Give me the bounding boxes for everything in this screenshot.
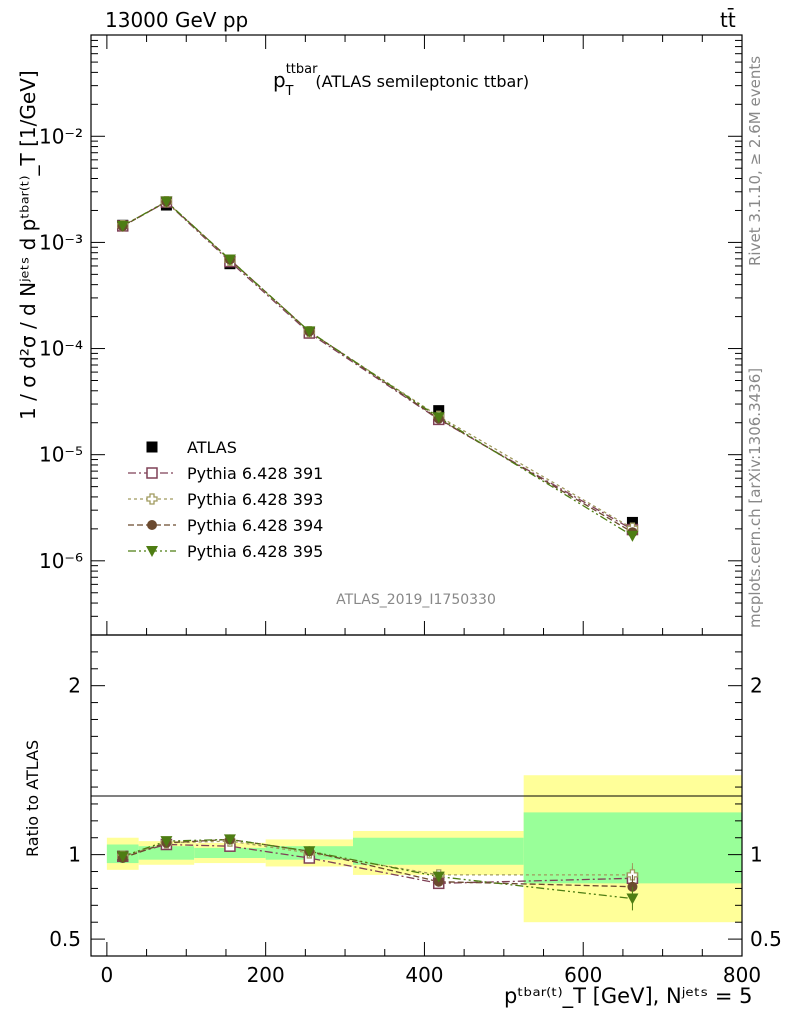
ratio-tick-label: 1 xyxy=(68,843,81,867)
plot-title-sup: ttbar xyxy=(286,62,318,77)
ratio-y-axis-label: Ratio to ATLAS xyxy=(23,739,42,857)
series-point-ratio xyxy=(626,893,639,905)
y-tick-label: 10⁻² xyxy=(39,124,83,148)
series-point-ratio xyxy=(626,869,639,881)
y-tick-label: 10⁻⁴ xyxy=(39,337,83,361)
ratio-tick-label: 2 xyxy=(68,674,81,698)
y-tick-label: 10⁻³ xyxy=(39,230,83,254)
plot-title-rest: (ATLAS semileptonic ttbar) xyxy=(315,72,529,91)
main-series-lines xyxy=(122,200,633,537)
ratio-tick-label-right: 2 xyxy=(750,674,763,698)
ratio-series-markers xyxy=(116,834,639,911)
axis-ticks: 0 200 400 600 800 10⁻⁶ 10⁻⁵ 10⁻⁴ 10⁻³ 10⁻² 0.5 0.5 1… xyxy=(39,34,782,987)
ratio-tick-label-right: 0.5 xyxy=(750,927,782,951)
series-point-main xyxy=(432,412,445,424)
series-point-main xyxy=(626,530,639,542)
series-point-main xyxy=(116,220,129,232)
ratio-uncertainty-bands xyxy=(106,775,742,923)
y-tick-label: 10⁻⁵ xyxy=(39,443,83,467)
data-point-atlas xyxy=(433,405,445,417)
main-series-markers xyxy=(116,196,639,542)
legend-label: ATLAS xyxy=(187,438,237,457)
x-tick-label: 400 xyxy=(405,963,443,987)
ratio-tick-label: 0.5 xyxy=(49,927,81,951)
legend-marker xyxy=(146,441,158,453)
legend-label: Pythia 6.428 395 xyxy=(187,542,323,561)
analysis-id: ATLAS_2019_I1750330 xyxy=(336,592,496,608)
ratio-band-stat xyxy=(138,846,195,860)
series-point-main xyxy=(223,254,236,266)
ratio-band-stat xyxy=(194,847,266,859)
series-line-main xyxy=(122,200,633,529)
series-point-ratio xyxy=(303,846,316,858)
x-tick-label: 600 xyxy=(564,963,602,987)
plot-title: pttbar T (ATLAS semileptonic ttbar) xyxy=(273,62,529,99)
series-point-ratio xyxy=(432,871,445,883)
main-y-axis-label: 1 / σ d²σ / d Nʲᵉᵗˢ d pᵗᵇᵃʳ⁽ᵗ⁾_T [1/GeV] xyxy=(16,70,40,420)
plot-title-sub: T xyxy=(284,84,293,99)
legend-marker xyxy=(146,493,158,505)
series-point-ratio xyxy=(116,851,129,863)
legend-label: Pythia 6.428 393 xyxy=(187,490,323,509)
ratio-band-stat xyxy=(352,837,524,865)
x-axis-label: pᵗᵇᵃʳ⁽ᵗ⁾_T [GeV], Nʲᵉᵗˢ = 5 xyxy=(504,984,753,1008)
legend-label: Pythia 6.428 391 xyxy=(187,464,323,483)
legend-marker xyxy=(147,520,157,530)
series-point-main xyxy=(303,326,316,338)
plot-title-main: p xyxy=(273,68,286,92)
x-tick-label: 0 xyxy=(101,963,114,987)
x-tick-label: 200 xyxy=(247,963,285,987)
legend-marker xyxy=(146,546,158,557)
data-point-atlas xyxy=(626,516,638,528)
rivet-version-label: Rivet 3.1.10, ≥ 2.6M events xyxy=(746,55,764,266)
x-tick-label: 800 xyxy=(723,963,761,987)
ratio-tick-label-right: 1 xyxy=(750,843,763,867)
legend-marker xyxy=(146,467,158,479)
series-point-ratio xyxy=(223,834,236,846)
series-point-ratio xyxy=(160,836,173,848)
legend-label: Pythia 6.428 394 xyxy=(187,516,323,535)
series-line-ratio xyxy=(122,838,633,900)
energy-label: 13000 GeV pp xyxy=(105,8,248,32)
series-line-main xyxy=(122,200,633,537)
y-tick-label: 10⁻⁶ xyxy=(39,549,83,573)
legend: ATLAS Pythia 6.428 391 Pythia 6.428 393 Pyt… xyxy=(128,438,323,561)
ratio-series-lines xyxy=(122,838,633,900)
series-point-main xyxy=(160,196,173,208)
mcplots-label: mcplots.cern.ch [arXiv:1306.3436] xyxy=(746,367,764,628)
process-label: tt̄ xyxy=(720,7,736,32)
